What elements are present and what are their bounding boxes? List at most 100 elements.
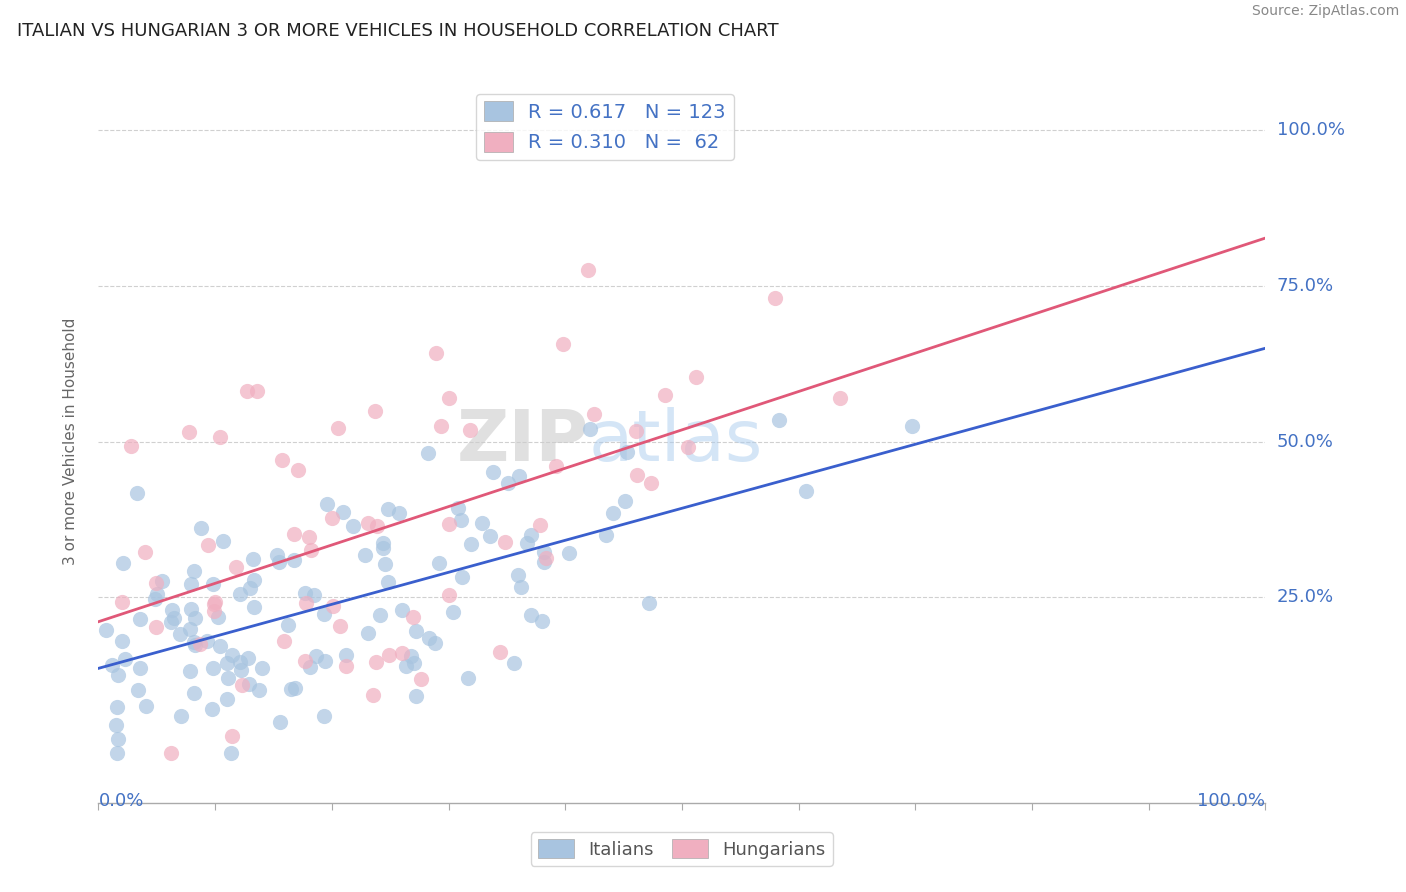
Point	[94, 623, 117, 637]
Point	[105, 717, 128, 731]
Point	[395, 659, 418, 673]
Point	[247, 683, 270, 698]
Point	[496, 476, 519, 491]
Point	[458, 423, 481, 437]
Point	[361, 688, 384, 702]
Point	[125, 486, 148, 500]
Point	[516, 535, 538, 549]
Point	[129, 661, 152, 675]
Point	[378, 648, 401, 662]
Point	[243, 600, 266, 615]
Text: 25.0%: 25.0%	[1277, 588, 1334, 607]
Point	[231, 678, 253, 692]
Point	[391, 646, 413, 660]
Point	[321, 599, 343, 613]
Point	[273, 634, 295, 648]
Point	[502, 657, 524, 671]
Point	[508, 469, 530, 483]
Text: 50.0%: 50.0%	[1277, 433, 1333, 450]
Point	[183, 635, 205, 649]
Point	[509, 580, 531, 594]
Point	[111, 634, 134, 648]
Point	[162, 603, 184, 617]
Point	[640, 475, 662, 490]
Point	[134, 545, 156, 559]
Point	[371, 541, 394, 556]
Point	[266, 549, 288, 563]
Point	[217, 671, 239, 685]
Point	[145, 587, 167, 601]
Point	[111, 556, 134, 570]
Y-axis label: 3 or more Vehicles in Household: 3 or more Vehicles in Household	[63, 318, 77, 566]
Point	[489, 645, 512, 659]
Point	[105, 746, 128, 760]
Point	[209, 430, 232, 444]
Point	[457, 671, 479, 685]
Point	[284, 681, 307, 695]
Text: ZIP: ZIP	[457, 407, 589, 476]
Point	[329, 618, 352, 632]
Point	[370, 607, 392, 622]
Point	[437, 588, 460, 602]
Point	[287, 463, 309, 477]
Point	[302, 588, 325, 602]
Point	[225, 560, 247, 574]
Point	[576, 262, 599, 277]
Point	[219, 746, 242, 760]
Point	[357, 516, 380, 531]
Point	[312, 708, 335, 723]
Point	[201, 702, 224, 716]
Point	[405, 689, 427, 703]
Point	[190, 637, 212, 651]
Point	[299, 543, 322, 558]
Point	[111, 595, 134, 609]
Legend: Italians, Hungarians: Italians, Hungarians	[530, 832, 834, 866]
Point	[202, 577, 225, 591]
Point	[314, 654, 336, 668]
Point	[551, 336, 574, 351]
Point	[409, 672, 432, 686]
Point	[768, 413, 790, 427]
Text: Source: ZipAtlas.com: Source: ZipAtlas.com	[1251, 4, 1399, 19]
Point	[269, 555, 291, 569]
Point	[236, 384, 259, 398]
Text: 75.0%: 75.0%	[1277, 277, 1334, 295]
Point	[127, 683, 149, 698]
Point	[105, 699, 128, 714]
Point	[391, 603, 413, 617]
Point	[183, 686, 205, 700]
Point	[533, 555, 555, 569]
Point	[626, 467, 648, 482]
Point	[364, 404, 387, 418]
Point	[335, 648, 357, 663]
Point	[217, 691, 239, 706]
Point	[184, 611, 207, 625]
Point	[180, 601, 202, 615]
Point	[494, 534, 516, 549]
Point	[450, 513, 472, 527]
Point	[207, 610, 229, 624]
Point	[114, 652, 136, 666]
Point	[298, 530, 321, 544]
Point	[312, 607, 335, 621]
Point	[479, 528, 502, 542]
Point	[637, 596, 659, 610]
Point	[624, 424, 647, 438]
Point	[794, 483, 817, 498]
Point	[236, 651, 259, 665]
Point	[246, 384, 269, 398]
Point	[163, 611, 186, 625]
Point	[430, 418, 453, 433]
Point	[613, 493, 636, 508]
Point	[763, 291, 786, 305]
Point	[145, 575, 167, 590]
Point	[128, 612, 150, 626]
Point	[315, 497, 337, 511]
Point	[534, 551, 557, 566]
Point	[678, 440, 700, 454]
Point	[533, 544, 555, 558]
Point	[356, 625, 378, 640]
Point	[283, 526, 305, 541]
Point	[402, 610, 425, 624]
Point	[242, 552, 264, 566]
